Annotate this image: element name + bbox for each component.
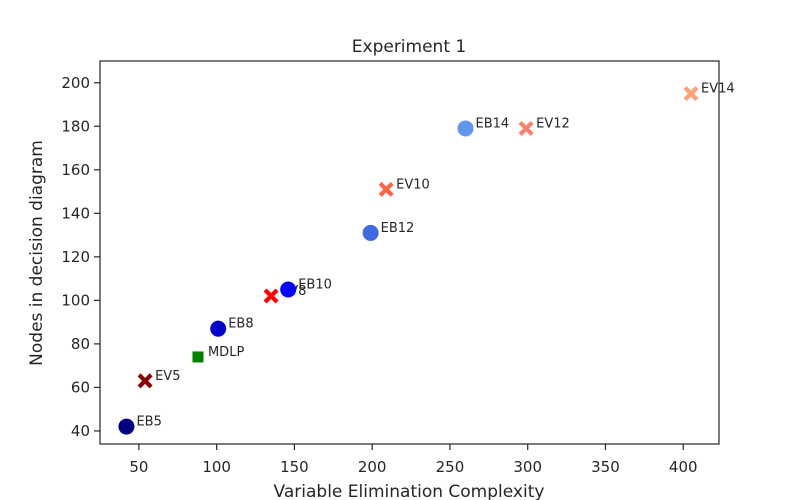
y-tick-label: 100	[61, 291, 90, 309]
point-label-eb8: EB8	[228, 317, 253, 332]
plot-frame	[99, 60, 720, 445]
x-tick-label: 200	[358, 458, 387, 476]
point-ev8	[263, 288, 279, 304]
x-tick-label: 150	[280, 458, 309, 476]
x-tick-label: 250	[436, 458, 465, 476]
point-ev14	[683, 86, 699, 102]
point-label-ev10: EV10	[396, 177, 430, 192]
chart-title: Experiment 1	[352, 37, 466, 57]
point-label-eb5: EB5	[136, 415, 161, 430]
x-axis-label: Variable Elimination Complexity	[274, 482, 545, 500]
y-tick-label: 180	[61, 117, 90, 135]
point-label-ev12: EV12	[536, 116, 570, 131]
point-label-ev14: EV14	[701, 82, 735, 97]
y-tick-label: 140	[61, 204, 90, 222]
point-ev12	[518, 120, 534, 136]
y-tick-label: 160	[61, 161, 90, 179]
x-tick-label: 100	[202, 458, 231, 476]
x-tick-label: 50	[129, 458, 148, 476]
point-eb5	[118, 418, 135, 435]
point-label-eb10: EB10	[298, 277, 332, 292]
point-label-eb12: EB12	[381, 221, 415, 236]
y-tick-label: 60	[71, 378, 90, 396]
x-tick-label: 350	[591, 458, 620, 476]
point-eb12	[362, 224, 379, 241]
point-ev10	[378, 181, 394, 197]
point-ev5	[137, 373, 153, 389]
point-eb8	[210, 320, 227, 337]
y-tick-label: 200	[61, 74, 90, 92]
y-tick-label: 80	[71, 335, 90, 353]
point-label-mdlp: MDLP	[208, 345, 244, 360]
y-tick-label: 120	[61, 248, 90, 266]
y-axis-label: Nodes in decision diagram	[27, 140, 47, 366]
point-mdlp	[192, 351, 204, 363]
point-eb14	[457, 120, 474, 137]
point-label-eb14: EB14	[475, 116, 509, 131]
x-tick-label: 300	[513, 458, 542, 476]
y-tick-label: 40	[71, 422, 90, 440]
point-label-ev5: EV5	[155, 369, 180, 384]
x-tick-label: 400	[669, 458, 698, 476]
data-points: EB5EV5MDLPEB8EV8EB10EB12EV10EB14EV12EV14	[118, 82, 735, 435]
point-eb10	[280, 281, 297, 298]
axis-ticks: 50 100 150 200 250 300 350 400 40 60 80 100 120 140 16…	[61, 74, 697, 476]
